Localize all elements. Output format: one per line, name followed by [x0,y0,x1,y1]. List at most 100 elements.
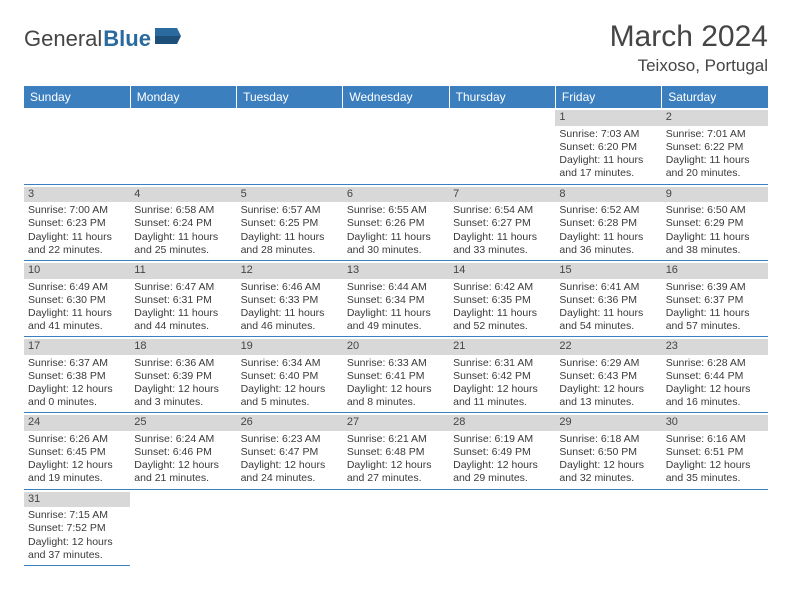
day-details: Sunrise: 7:03 AMSunset: 6:20 PMDaylight:… [559,128,657,181]
day-number: 10 [24,263,130,279]
calendar-cell: 14Sunrise: 6:42 AMSunset: 6:35 PMDayligh… [449,260,555,336]
calendar-cell: 8Sunrise: 6:52 AMSunset: 6:28 PMDaylight… [555,184,661,260]
detail-line: and 17 minutes. [559,167,657,180]
day-details: Sunrise: 6:57 AMSunset: 6:25 PMDaylight:… [241,204,339,257]
detail-line: and 29 minutes. [453,472,551,485]
detail-line: Sunrise: 6:19 AM [453,433,551,446]
calendar-cell: 30 Sunrise: 6:16 AMSunset: 6:51 PMDayligh… [662,413,768,489]
detail-line: Sunrise: 6:54 AM [453,204,551,217]
detail-line: Daylight: 12 hours [453,383,551,396]
location: Teixoso, Portugal [610,56,768,76]
detail-line: and 35 minutes. [666,472,764,485]
detail-line: and 27 minutes. [347,472,445,485]
detail-line: Sunrise: 6:49 AM [28,281,126,294]
detail-line: Sunset: 6:37 PM [666,294,764,307]
day-details: Sunrise: 7:01 AMSunset: 6:22 PMDaylight:… [666,128,764,181]
day-details: Sunrise: 6:36 AMSunset: 6:39 PMDaylight:… [134,357,232,410]
detail-line: Sunrise: 7:01 AM [666,128,764,141]
day-details: Sunrise: 6:39 AMSunset: 6:37 PMDaylight:… [666,281,764,334]
detail-line: Daylight: 11 hours [347,307,445,320]
detail-line: and 19 minutes. [28,472,126,485]
calendar-cell: 28Sunrise: 6:19 AMSunset: 6:49 PMDayligh… [449,413,555,489]
flag-icon [155,26,181,52]
detail-line: Sunset: 6:46 PM [134,446,232,459]
detail-line: Daylight: 12 hours [28,383,126,396]
detail-line: Sunrise: 6:23 AM [241,433,339,446]
detail-line: Sunrise: 6:36 AM [134,357,232,370]
detail-line: Sunset: 6:50 PM [559,446,657,459]
calendar-body: 1 Sunrise: 7:03 AMSunset: 6:20 PMDaylight… [24,108,768,565]
calendar-cell: 20Sunrise: 6:33 AMSunset: 6:41 PMDayligh… [343,337,449,413]
calendar-cell: 21Sunrise: 6:31 AMSunset: 6:42 PMDayligh… [449,337,555,413]
calendar-cell: 16Sunrise: 6:39 AMSunset: 6:37 PMDayligh… [662,260,768,336]
detail-line: and 0 minutes. [28,396,126,409]
detail-line: and 8 minutes. [347,396,445,409]
detail-line: Sunset: 6:23 PM [28,217,126,230]
detail-line: Sunrise: 6:52 AM [559,204,657,217]
day-number: 30 [662,415,768,431]
calendar-cell: 17Sunrise: 6:37 AMSunset: 6:38 PMDayligh… [24,337,130,413]
detail-line: Sunrise: 6:41 AM [559,281,657,294]
month-title: March 2024 [610,20,768,54]
day-number: 11 [130,263,236,279]
detail-line: Sunrise: 6:44 AM [347,281,445,294]
detail-line: Daylight: 12 hours [559,459,657,472]
detail-line: Daylight: 11 hours [134,307,232,320]
day-number: 19 [237,339,343,355]
detail-line: Sunset: 6:30 PM [28,294,126,307]
detail-line: Sunset: 7:52 PM [28,522,126,535]
day-number: 1 [555,110,661,126]
calendar-cell: 24Sunrise: 6:26 AMSunset: 6:45 PMDayligh… [24,413,130,489]
detail-line: Sunset: 6:34 PM [347,294,445,307]
detail-line: Sunset: 6:25 PM [241,217,339,230]
detail-line: Sunrise: 6:55 AM [347,204,445,217]
calendar-cell [130,108,236,184]
detail-line: Sunset: 6:43 PM [559,370,657,383]
weekday-header: Friday [555,86,661,108]
calendar-cell: 22Sunrise: 6:29 AMSunset: 6:43 PMDayligh… [555,337,661,413]
detail-line: Sunset: 6:22 PM [666,141,764,154]
day-details: Sunrise: 6:16 AMSunset: 6:51 PMDaylight:… [666,433,764,486]
detail-line: Sunset: 6:31 PM [134,294,232,307]
day-number: 31 [24,492,130,508]
day-details: Sunrise: 6:55 AMSunset: 6:26 PMDaylight:… [347,204,445,257]
detail-line: and 32 minutes. [559,472,657,485]
detail-line: Sunset: 6:29 PM [666,217,764,230]
detail-line: Sunset: 6:26 PM [347,217,445,230]
detail-line: Daylight: 11 hours [666,154,764,167]
detail-line: Sunrise: 7:15 AM [28,509,126,522]
calendar-cell [24,108,130,184]
detail-line: Sunset: 6:40 PM [241,370,339,383]
calendar-cell [237,489,343,565]
calendar-week: 17Sunrise: 6:37 AMSunset: 6:38 PMDayligh… [24,337,768,413]
calendar-cell: 9Sunrise: 6:50 AMSunset: 6:29 PMDaylight… [662,184,768,260]
day-details: Sunrise: 6:29 AMSunset: 6:43 PMDaylight:… [559,357,657,410]
detail-line: Sunrise: 6:37 AM [28,357,126,370]
detail-line: and 25 minutes. [134,244,232,257]
detail-line: Daylight: 12 hours [347,383,445,396]
calendar-cell: 12Sunrise: 6:46 AMSunset: 6:33 PMDayligh… [237,260,343,336]
calendar-cell: 3Sunrise: 7:00 AMSunset: 6:23 PMDaylight… [24,184,130,260]
detail-line: Daylight: 11 hours [559,154,657,167]
calendar-week: 31Sunrise: 7:15 AMSunset: 7:52 PMDayligh… [24,489,768,565]
day-number: 4 [130,187,236,203]
detail-line: Sunrise: 6:31 AM [453,357,551,370]
detail-line: Sunrise: 6:34 AM [241,357,339,370]
day-details: Sunrise: 6:42 AMSunset: 6:35 PMDaylight:… [453,281,551,334]
detail-line: Daylight: 12 hours [241,459,339,472]
calendar-cell: 25Sunrise: 6:24 AMSunset: 6:46 PMDayligh… [130,413,236,489]
detail-line: Sunset: 6:24 PM [134,217,232,230]
detail-line: and 11 minutes. [453,396,551,409]
detail-line: Sunrise: 6:42 AM [453,281,551,294]
detail-line: Sunrise: 6:16 AM [666,433,764,446]
detail-line: Sunset: 6:45 PM [28,446,126,459]
weekday-header: Wednesday [343,86,449,108]
detail-line: and 30 minutes. [347,244,445,257]
detail-line: Sunrise: 6:28 AM [666,357,764,370]
day-details: Sunrise: 7:00 AMSunset: 6:23 PMDaylight:… [28,204,126,257]
day-number: 6 [343,187,449,203]
detail-line: Daylight: 11 hours [666,231,764,244]
calendar-cell: 29Sunrise: 6:18 AMSunset: 6:50 PMDayligh… [555,413,661,489]
detail-line: Daylight: 11 hours [559,231,657,244]
weekday-header: Monday [130,86,236,108]
